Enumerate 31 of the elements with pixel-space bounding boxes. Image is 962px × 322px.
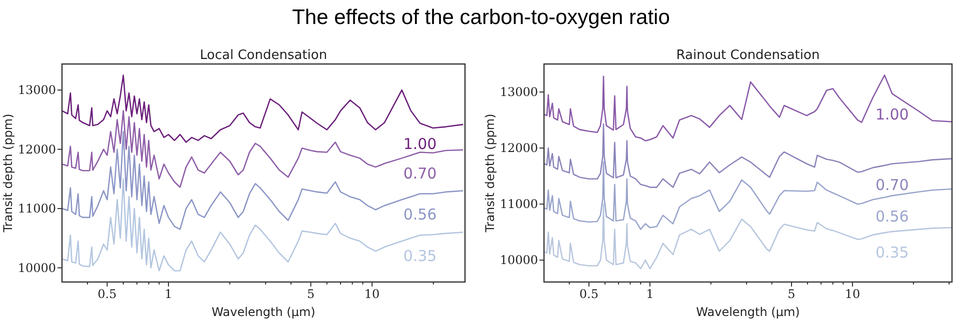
y-tick-label: 12000 — [18, 142, 56, 156]
x-tick-label: 0.5 — [579, 287, 598, 301]
x-axis-title: Wavelength (μm) — [696, 305, 800, 319]
y-tick-label: 11000 — [18, 202, 56, 216]
y-tick-label: 10000 — [18, 260, 56, 275]
x-tick-label: 0.5 — [98, 287, 117, 301]
series-label: 0.35 — [403, 247, 437, 266]
chart-title: Rainout Condensation — [676, 48, 820, 63]
x-tick-label: 5 — [306, 287, 315, 301]
y-axis-title: Transit depth (ppm) — [483, 114, 497, 234]
x-tick-label: 5 — [788, 287, 796, 301]
series-label: 1.00 — [403, 135, 437, 154]
series-label: 1.00 — [875, 106, 909, 124]
y-tick-label: 10000 — [500, 253, 538, 268]
x-tick-label: 10 — [364, 287, 380, 301]
series-label: 0.56 — [403, 206, 437, 224]
y-tick-label: 11000 — [500, 197, 538, 212]
series-label: 0.56 — [875, 208, 909, 226]
x-tick-label: 1 — [646, 287, 654, 301]
x-tick-label: 1 — [164, 287, 172, 301]
y-tick-label: 12000 — [500, 141, 538, 156]
chart-title: Local Condensation — [200, 48, 328, 63]
x-tick-label: 10 — [844, 287, 860, 301]
series-label: 0.70 — [875, 176, 909, 194]
series-label: 0.70 — [403, 164, 437, 182]
y-axis-title: Transit depth (ppm) — [1, 114, 15, 234]
x-axis-title: Wavelength (μm) — [212, 305, 316, 319]
y-tick-label: 13000 — [18, 83, 56, 98]
y-tick-label: 13000 — [500, 85, 538, 100]
series-label: 0.35 — [875, 244, 909, 262]
text: The effects of the carbon-to-oxygen ratio — [292, 6, 670, 29]
